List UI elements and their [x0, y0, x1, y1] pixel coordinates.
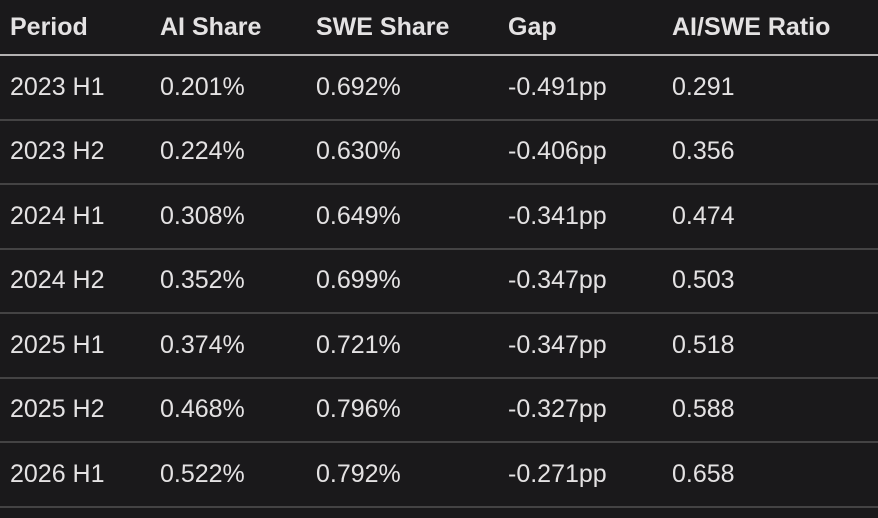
table-cell: 0.699% — [316, 248, 508, 314]
table-cell: 0.356 — [672, 119, 878, 185]
table-cell: 2025 H2 — [0, 377, 160, 443]
table-row: 2024 H2 0.352% 0.699% -0.347pp 0.503 — [0, 248, 878, 314]
table-cell: 0.224% — [160, 119, 316, 185]
table-cell: -0.406pp — [508, 119, 672, 185]
table-cell: -0.341pp — [508, 184, 672, 250]
table-cell: 0.518 — [672, 313, 878, 379]
table-cell: -0.327pp — [508, 377, 672, 443]
table-cell: 0.352% — [160, 248, 316, 314]
table-cell: 0.692% — [316, 55, 508, 121]
table-cell: 2024 H2 — [0, 248, 160, 314]
table-cell: 2024 H1 — [0, 184, 160, 250]
table-cell: 0.503 — [672, 248, 878, 314]
table-header: Period AI Share SWE Share Gap AI/SWE Rat… — [0, 0, 878, 56]
col-header-ai-share: AI Share — [160, 0, 316, 56]
table-row: 2023 H1 0.201% 0.692% -0.491pp 0.291 — [0, 55, 878, 121]
table-cell: 0.522% — [160, 442, 316, 508]
table-cell: -0.347pp — [508, 313, 672, 379]
col-header-period: Period — [0, 0, 160, 56]
table-cell: 0.201% — [160, 55, 316, 121]
table-cell: 0.474 — [672, 184, 878, 250]
table-cell: -0.347pp — [508, 248, 672, 314]
table-cell: 0.792% — [316, 442, 508, 508]
table-cell: 0.291 — [672, 55, 878, 121]
col-header-swe-share: SWE Share — [316, 0, 508, 56]
table-cell: 0.468% — [160, 377, 316, 443]
table-row: 2023 H2 0.224% 0.630% -0.406pp 0.356 — [0, 119, 878, 185]
table-cell: 0.374% — [160, 313, 316, 379]
table-cell: 2026 H1 — [0, 442, 160, 508]
table-cell: 2023 H1 — [0, 55, 160, 121]
table-cell: 2025 H1 — [0, 313, 160, 379]
table-row: 2024 H1 0.308% 0.649% -0.341pp 0.474 — [0, 184, 878, 250]
table-cell: -0.271pp — [508, 442, 672, 508]
table-cell: 2023 H2 — [0, 119, 160, 185]
table-row: 2025 H1 0.374% 0.721% -0.347pp 0.518 — [0, 313, 878, 379]
table-cell: 0.588 — [672, 377, 878, 443]
table-body: 2023 H1 0.201% 0.692% -0.491pp 0.291 2023 H2 0… — [0, 55, 878, 508]
table-row: 2025 H2 0.468% 0.796% -0.327pp 0.588 — [0, 377, 878, 443]
table-cell: 0.649% — [316, 184, 508, 250]
col-header-ai-swe-ratio: AI/SWE Ratio — [672, 0, 878, 56]
table-cell: 0.630% — [316, 119, 508, 185]
table-cell: 0.308% — [160, 184, 316, 250]
header-row: Period AI Share SWE Share Gap AI/SWE Rat… — [0, 0, 878, 56]
table-cell: 0.721% — [316, 313, 508, 379]
table-row: 2026 H1 0.522% 0.792% -0.271pp 0.658 — [0, 442, 878, 508]
col-header-gap: Gap — [508, 0, 672, 56]
table-cell: 0.796% — [316, 377, 508, 443]
table-cell: 0.658 — [672, 442, 878, 508]
table-cell: -0.491pp — [508, 55, 672, 121]
